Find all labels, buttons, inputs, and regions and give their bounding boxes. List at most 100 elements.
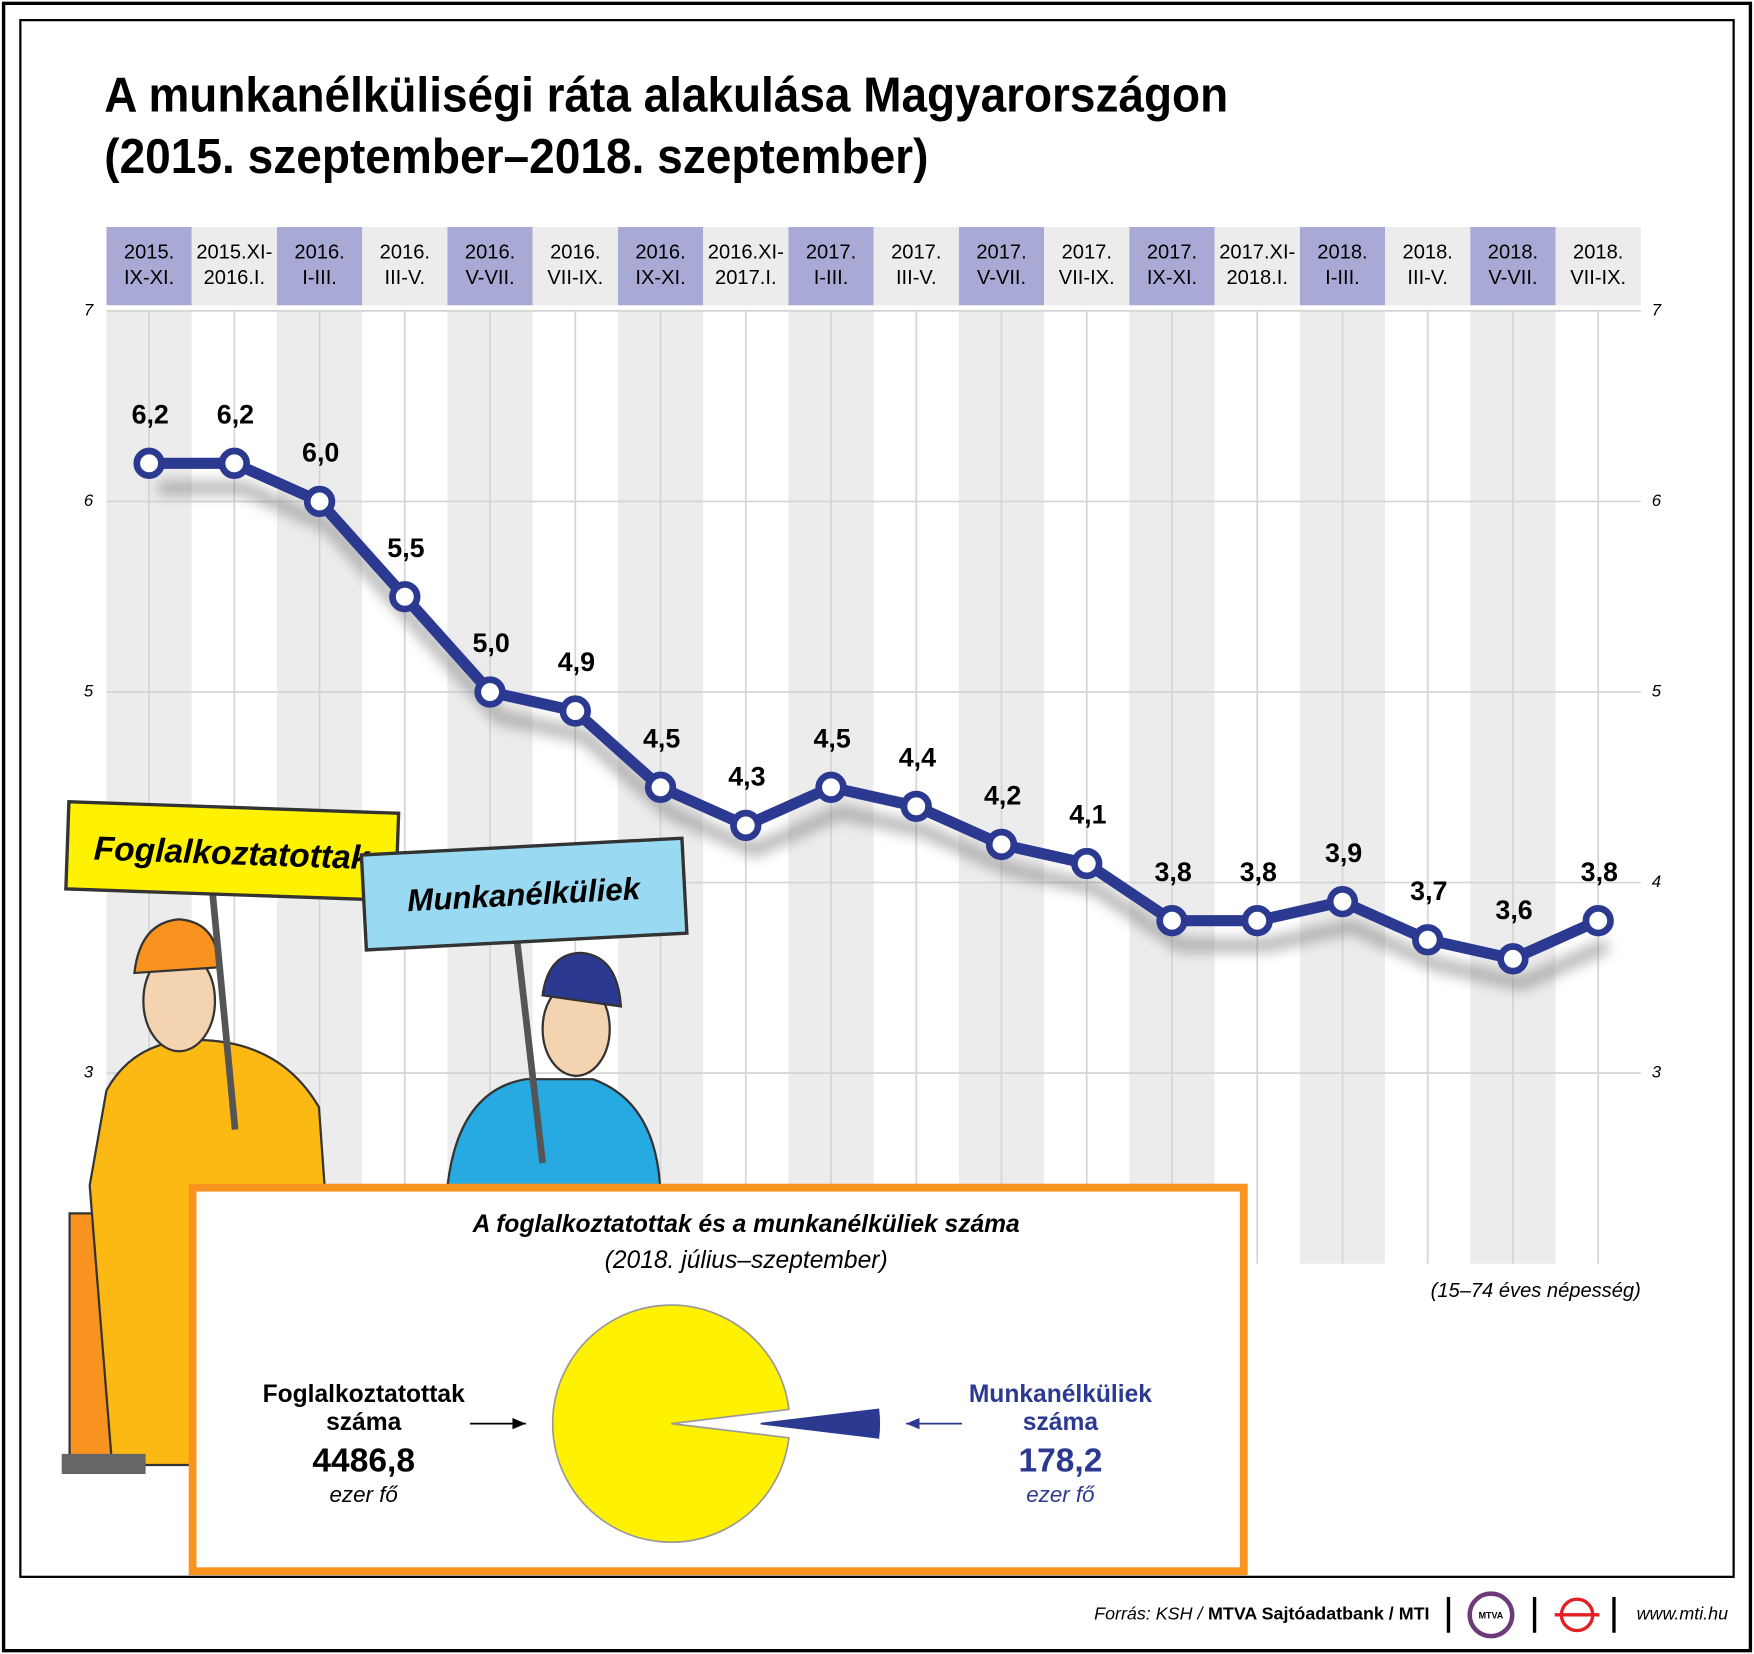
- pie-unit: ezer fő: [330, 1482, 399, 1507]
- value-label: 4,2: [984, 781, 1021, 811]
- header-cell: [703, 227, 789, 306]
- point: [1582, 905, 1614, 937]
- value-label: 5,5: [387, 533, 424, 563]
- pie-label: Munkanélküliek száma: [969, 1381, 1152, 1436]
- point: [303, 485, 336, 518]
- point: [474, 676, 506, 708]
- header-cell: [617, 227, 704, 306]
- header-cell: [447, 227, 533, 306]
- value-label: 3,6: [1495, 895, 1532, 925]
- helmet: [541, 951, 623, 1008]
- point: [644, 771, 677, 803]
- point: [1241, 905, 1273, 937]
- header-cell: [1299, 227, 1386, 306]
- logo: [1467, 1591, 1515, 1639]
- x-tick-label: 2016.XI-2017.I.: [708, 242, 784, 290]
- y-tick-label: 5: [1652, 681, 1662, 700]
- pie-value-label: 4486,8: [312, 1443, 415, 1480]
- source: Forrás: KSH /: [1094, 1604, 1204, 1624]
- logo-text: MTVA: [1479, 1610, 1504, 1620]
- header-cell: [1214, 227, 1300, 306]
- illustration: Foglalkoztatottak Munkanélküliek: [61, 799, 689, 1474]
- x-tick-label: 2016. V-VII.: [465, 242, 515, 290]
- header-cell: [106, 227, 192, 306]
- note: (15–74 éves népesség): [1431, 1280, 1641, 1302]
- shoe: [61, 1453, 146, 1474]
- header-cell: [276, 227, 363, 306]
- y-tick-label: 7: [84, 300, 94, 319]
- point: [900, 790, 932, 823]
- header-cell: [1044, 227, 1130, 306]
- y-tick-label: 5: [84, 681, 94, 700]
- arrow-head: [906, 1418, 920, 1430]
- x-tick-label: 2018. VII-IX.: [1570, 242, 1626, 290]
- y-tick-label: 4: [1652, 872, 1661, 891]
- x-tick-label: 2018. III-V.: [1403, 242, 1453, 290]
- point: [133, 447, 165, 480]
- x-tick-label: 2018. V-VII.: [1488, 242, 1538, 290]
- x-tick-label: 2017. III-V.: [891, 242, 941, 290]
- value-label: 3,7: [1410, 876, 1447, 906]
- value-label: 4,4: [899, 742, 936, 772]
- x-tick-label: 2016. VII-IX.: [547, 242, 603, 290]
- source-bold: MTVA Sajtóadatbank / MTI: [1208, 1604, 1429, 1624]
- header-cell: [1555, 227, 1641, 306]
- arrow-head: [512, 1418, 526, 1430]
- sign-pole: [209, 894, 239, 1130]
- value-label: 5,0: [473, 628, 510, 658]
- y-tick-label: 7: [1652, 300, 1662, 319]
- plot: 2015. IX-XI. 2015.XI-2016.I. 2016. I-III. 201…: [84, 227, 1662, 1302]
- sign: [359, 836, 689, 952]
- point: [389, 581, 421, 613]
- value-label: 4,5: [643, 723, 680, 753]
- value-label: 4,1: [1069, 800, 1106, 830]
- y-tick-label: 3: [84, 1063, 94, 1082]
- worker-body: [446, 1078, 662, 1187]
- x-tick-label: 2017.XI-2018.I.: [1219, 242, 1295, 290]
- x-tick-label: 2015. IX-XI.: [124, 242, 174, 290]
- pie-value-label: 178,2: [1018, 1443, 1102, 1480]
- pie-subtitle: (2018. július–szeptember): [605, 1247, 888, 1274]
- value-label: 6,2: [217, 399, 254, 429]
- pie-label: Foglalkoztatottak száma: [263, 1381, 466, 1436]
- value-label: 3,9: [1325, 838, 1362, 868]
- value-label: 6,2: [132, 399, 169, 429]
- pie-inset: A foglalkoztatottak és a munkanélküliek …: [188, 1183, 1248, 1576]
- value-label: 3,8: [1154, 857, 1191, 887]
- point: [1071, 847, 1103, 880]
- header-cell: [958, 227, 1045, 306]
- pie-slice: [551, 1304, 790, 1544]
- point: [1156, 905, 1188, 937]
- x-tick-label: 2017. V-VII.: [976, 242, 1026, 290]
- pie-unit: ezer fő: [1026, 1482, 1095, 1507]
- point: [1326, 885, 1359, 918]
- x-tick-label: 2017. VII-IX.: [1059, 242, 1115, 290]
- x-tick-label: 2016. IX-XI.: [635, 242, 685, 290]
- value-label: 6,0: [302, 438, 339, 468]
- header-cell: [532, 227, 618, 306]
- x-tick-label: 2017. IX-XI.: [1147, 242, 1197, 290]
- header-cell: [362, 227, 448, 306]
- value-label: 4,9: [558, 647, 595, 677]
- header-cell: [1470, 227, 1556, 306]
- value-label: 4,3: [728, 762, 765, 792]
- sign-pole: [513, 939, 546, 1164]
- point: [730, 809, 762, 842]
- header-cell: [191, 227, 277, 306]
- chart-title: A munkanélküliségi ráta alakulása Magyar…: [104, 67, 1228, 122]
- footer: Forrás: KSH / MTVA Sajtóadatbank / MTI M…: [1094, 1591, 1728, 1639]
- x-tick-label: 2017. I-III.: [806, 242, 856, 290]
- header-cell: [1385, 227, 1471, 306]
- value-label: 3,8: [1581, 857, 1618, 887]
- x-tick-label: 2016. III-V.: [380, 242, 430, 290]
- point: [1412, 924, 1444, 956]
- header-cell: [788, 227, 874, 306]
- website: www.mti.hu: [1637, 1604, 1728, 1624]
- y-tick-label: 6: [84, 491, 94, 510]
- y-tick-label: 3: [1652, 1063, 1662, 1082]
- point: [1497, 943, 1529, 975]
- point: [815, 771, 847, 803]
- point: [985, 828, 1018, 861]
- x-tick-label: 2016. I-III.: [294, 242, 344, 290]
